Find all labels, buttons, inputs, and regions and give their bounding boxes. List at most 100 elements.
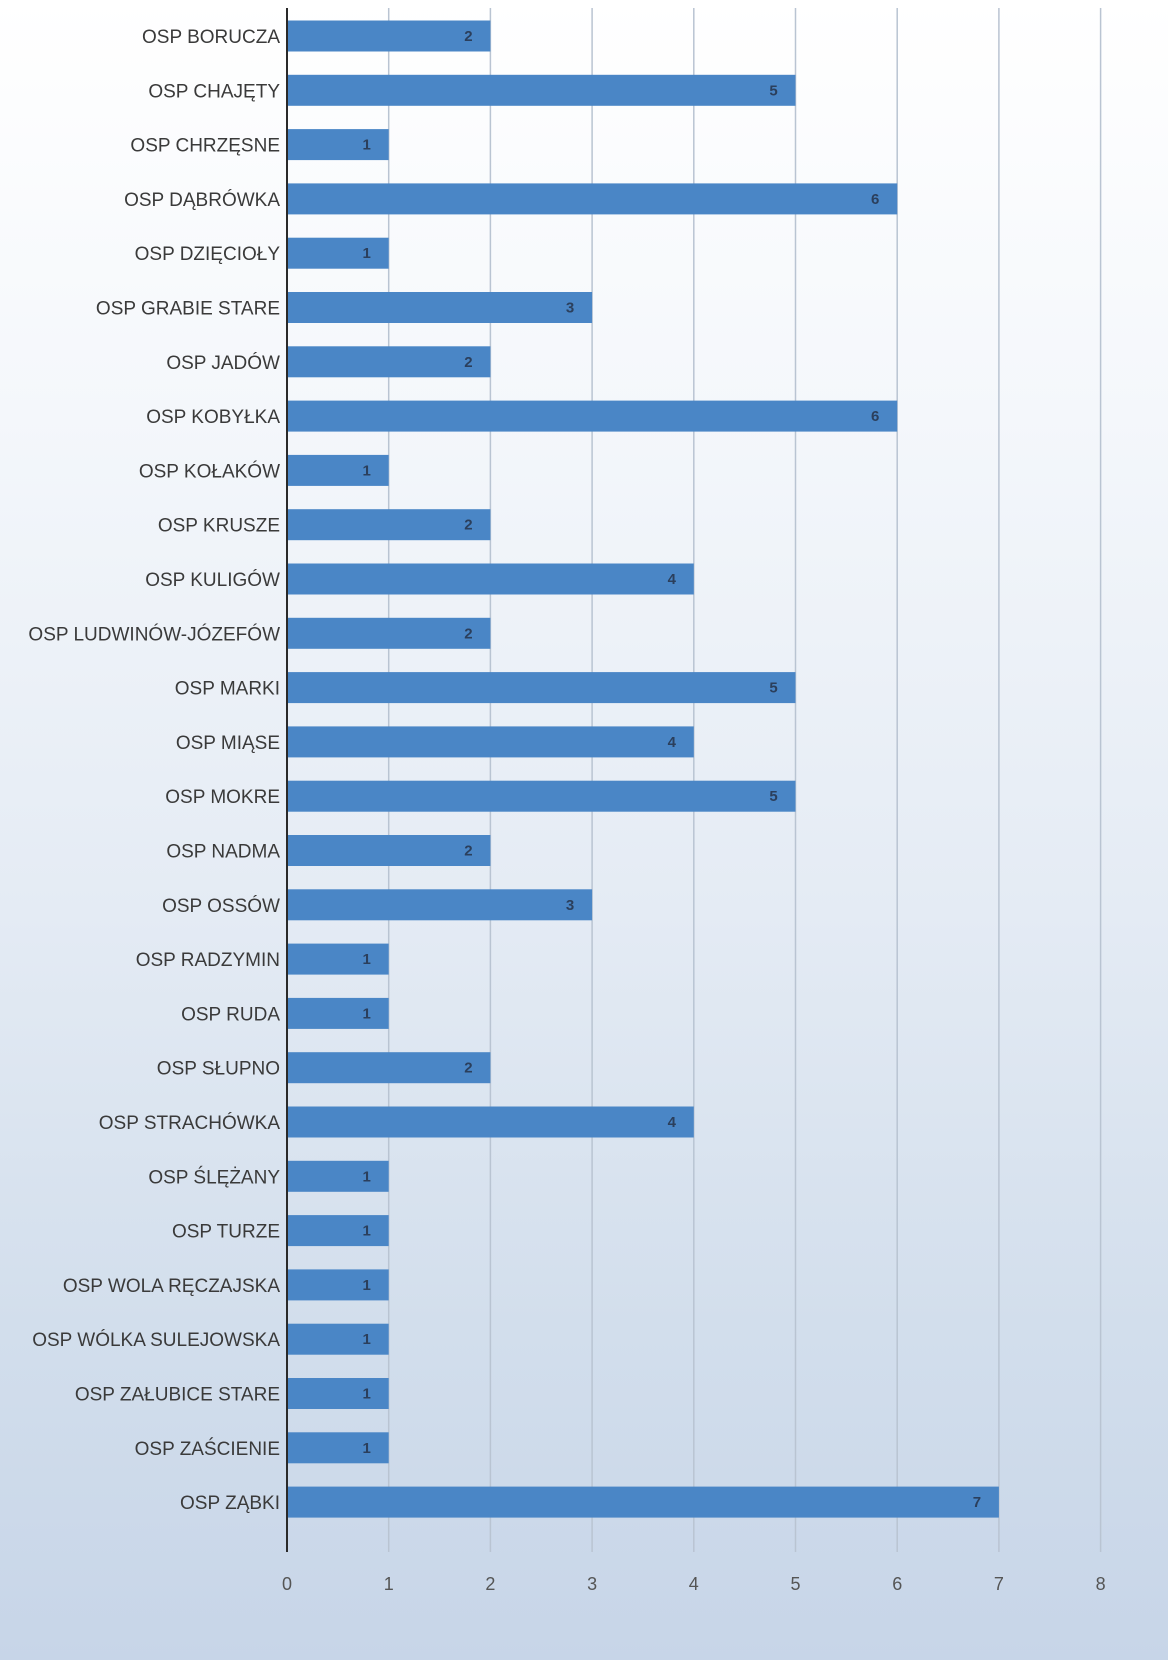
x-tick-label-6: 6	[892, 1574, 902, 1594]
bar	[287, 563, 694, 595]
bar	[287, 835, 491, 866]
data-label: 1	[363, 1005, 371, 1022]
data-label: 4	[668, 1114, 677, 1131]
data-label: 1	[363, 951, 371, 968]
bar	[287, 943, 389, 975]
data-label: 2	[464, 28, 472, 45]
data-label: 1	[363, 245, 371, 262]
data-label: 4	[668, 734, 677, 751]
data-label: 1	[363, 1331, 371, 1348]
bar	[287, 292, 593, 323]
data-label: 3	[566, 300, 574, 317]
bar	[287, 1432, 389, 1464]
data-label: 1	[363, 462, 371, 479]
bar	[287, 129, 389, 161]
data-label: 1	[363, 1440, 371, 1457]
bar	[287, 20, 491, 52]
category-label: OSP SŁUPNO	[157, 1059, 280, 1080]
x-tick-label-3: 3	[587, 1574, 597, 1594]
bar	[287, 889, 593, 921]
bar	[287, 672, 796, 704]
data-label: 4	[668, 571, 677, 588]
x-tick-label-5: 5	[790, 1574, 800, 1594]
bar	[287, 183, 898, 215]
category-label: OSP OSSÓW	[162, 895, 280, 917]
data-label: 7	[973, 1494, 981, 1511]
bar	[287, 780, 796, 812]
data-label: 6	[871, 191, 879, 208]
bar	[287, 1052, 491, 1084]
category-label: OSP MARKI	[175, 679, 280, 700]
x-tick-label-7: 7	[994, 1574, 1004, 1594]
x-tick-labels: 0 1 2 3 4 5 6 7 8	[282, 1574, 1106, 1594]
bar	[287, 74, 796, 106]
data-label: 6	[871, 408, 879, 425]
data-labels: 2 5 1 6 1 3 2 6 1 2 4 2 5 4 5 2 3 1 1 2 4 1 1 1 1 1 1 7	[363, 28, 982, 1511]
bar	[287, 617, 491, 649]
data-label: 2	[464, 354, 472, 371]
bar	[287, 1160, 389, 1192]
data-label: 2	[464, 517, 472, 534]
x-tick-label-1: 1	[384, 1574, 394, 1594]
category-label: OSP NADMA	[166, 842, 280, 863]
bar	[287, 454, 389, 486]
category-label: OSP KOBYŁKA	[146, 407, 280, 428]
grid-lines	[387, 8, 1102, 1552]
data-label: 1	[363, 1168, 371, 1185]
category-label: OSP KRUSZE	[158, 516, 280, 537]
bar	[287, 1323, 389, 1355]
category-label: OSP DZIĘCIOŁY	[135, 244, 281, 265]
data-label: 1	[363, 1277, 371, 1294]
category-label: OSP TURZE	[172, 1222, 280, 1243]
category-label: OSP RADZYMIN	[136, 950, 280, 971]
data-label: 1	[363, 1386, 371, 1403]
bar	[287, 1215, 389, 1247]
category-label: OSP CHAJĘTY	[148, 81, 280, 102]
bars	[287, 20, 999, 1518]
category-label: OSP CHRZĘSNE	[130, 136, 280, 157]
bar	[287, 726, 694, 758]
data-label: 2	[464, 843, 472, 860]
x-tick-label-2: 2	[485, 1574, 495, 1594]
data-label: 1	[363, 1223, 371, 1240]
category-labels: OSP BORUCZA OSP CHAJĘTY OSP CHRZĘSNE OSP DĄ…	[28, 27, 280, 1514]
data-label: 2	[464, 625, 472, 642]
category-label: OSP ŚLĘŻANY	[148, 1166, 280, 1188]
category-label: OSP MIĄSE	[176, 733, 280, 754]
data-label: 1	[363, 137, 371, 154]
category-label: OSP DĄBRÓWKA	[124, 189, 280, 211]
bar	[287, 1269, 389, 1301]
category-label: OSP ZĄBKI	[180, 1493, 280, 1514]
bar	[287, 1486, 999, 1518]
bar	[287, 346, 491, 378]
category-label: OSP WÓLKA SULEJOWSKA	[32, 1329, 280, 1351]
category-label: OSP STRACHÓWKA	[99, 1112, 281, 1134]
category-label: OSP BORUCZA	[142, 27, 280, 48]
category-label: OSP LUDWINÓW-JÓZEFÓW	[28, 623, 280, 645]
x-tick-label-8: 8	[1096, 1574, 1106, 1594]
category-label: OSP JADÓW	[166, 352, 280, 374]
bar	[287, 997, 389, 1029]
category-label: OSP WOLA RĘCZAJSKA	[63, 1276, 280, 1297]
bar	[287, 1106, 694, 1138]
data-label: 5	[769, 82, 777, 99]
data-label: 2	[464, 1060, 472, 1077]
category-label: OSP GRABIE STARE	[96, 299, 280, 320]
x-tick-label-4: 4	[689, 1574, 699, 1594]
category-label: OSP RUDA	[181, 1004, 280, 1025]
category-label: OSP MOKRE	[165, 787, 280, 808]
category-label: OSP KULIGÓW	[145, 569, 280, 591]
bar	[287, 1378, 389, 1409]
bar	[287, 509, 491, 541]
category-label: OSP KOŁAKÓW	[139, 460, 280, 482]
category-label: OSP ZAŚCIENIE	[135, 1438, 280, 1460]
data-label: 5	[769, 788, 777, 805]
data-label: 3	[566, 897, 574, 914]
data-label: 5	[769, 680, 777, 697]
bar	[287, 237, 389, 269]
x-tick-label-0: 0	[282, 1574, 292, 1594]
bar	[287, 400, 898, 432]
category-label: OSP ZAŁUBICE STARE	[75, 1385, 280, 1406]
